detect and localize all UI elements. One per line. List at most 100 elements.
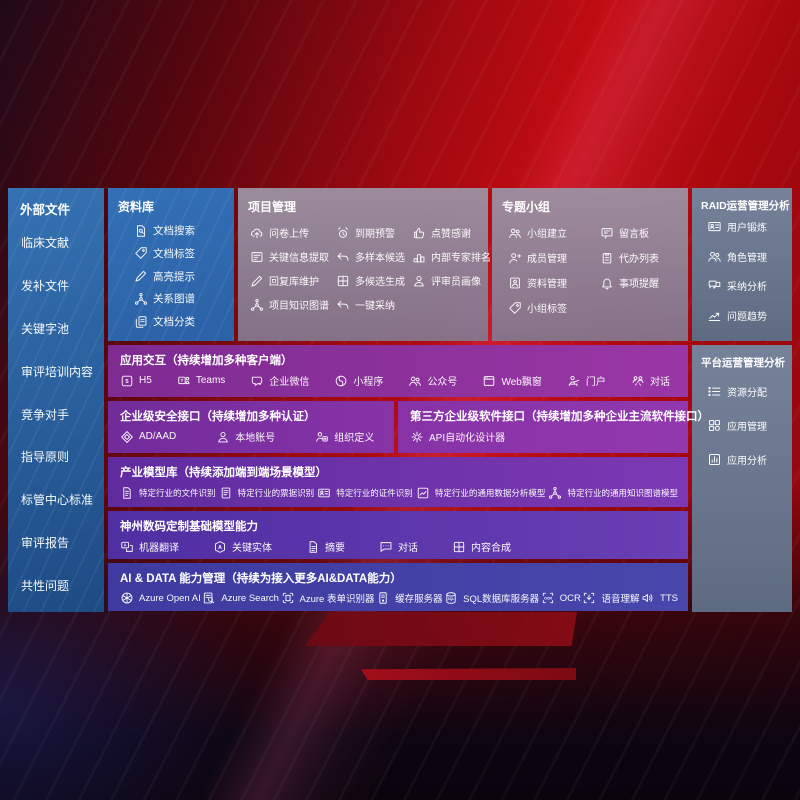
feature-item: 资源分配 [707, 384, 792, 399]
speech-icon [582, 591, 596, 605]
edit-pen-icon [250, 274, 264, 288]
feature-item: 应用分析 [707, 452, 792, 467]
ranking-icon [412, 250, 426, 264]
item-label: 事项提醒 [619, 279, 659, 290]
feature-item: 文档搜索 [134, 223, 230, 238]
id-card-icon [707, 219, 722, 234]
openai-icon [120, 591, 134, 605]
platform-analytics-panel: 平台运营管理分析 资源分配 应用管理 应用分析 [692, 345, 792, 612]
external-files-panel: 外部文件 临床文献 发补文件 关键字池 审评培训内容 [8, 188, 104, 612]
project-grid: 问卷上传 到期预警 点赞感谢 关键信息提取 [238, 219, 491, 322]
topic-group-panel: 专题小组 小组建立 留言板 成员管理 [492, 188, 688, 341]
generate-grid-icon [336, 274, 350, 288]
item-label: 多样本候选 [355, 253, 405, 264]
feature-item: 小程序 [334, 373, 383, 388]
trend-chart-icon [707, 308, 722, 323]
item-label: 本地账号 [235, 433, 276, 444]
feature-item: 一键采纳 [336, 297, 412, 312]
panel-title: 专题小组 [502, 200, 551, 214]
translate-icon: A [120, 540, 134, 554]
feature-item: 角色管理 [707, 249, 792, 264]
feature-item: 企业微信 [250, 373, 309, 388]
panel-title: 平台运营管理分析 [701, 357, 785, 369]
feature-item: 语音理解 [582, 591, 639, 605]
feature-item: 到期预警 [336, 225, 412, 240]
feature-item: 项目知识图谱 [250, 297, 336, 312]
id-card-icon [317, 486, 331, 500]
feature-item: 特定行业的通用知识图谱模型 [548, 486, 678, 500]
reply-arrow-icon [336, 250, 350, 264]
item-label: 关键字池 [21, 321, 70, 336]
thirdparty-list: API自动化设计器 [398, 426, 688, 444]
panel-title: 外部文件 [20, 203, 71, 217]
feature-item: 高亮提示 [134, 269, 230, 284]
compose-grid-icon [452, 540, 466, 554]
item-label: 文档分类 [153, 316, 195, 328]
base-model-list: A 机器翻译 A 关键实体 摘要 对话 [108, 536, 688, 554]
cloud-upload-icon [250, 226, 264, 240]
feature-item: 事项提醒 [600, 275, 684, 290]
cache-server-icon [376, 591, 390, 605]
entity-icon: A [213, 540, 227, 554]
feature-item: A 机器翻译 [120, 539, 179, 554]
feature-item: TTS [641, 591, 678, 605]
dialog-icon [631, 374, 645, 388]
list-item: 标管中心标准 [21, 491, 98, 508]
todo-list-icon [600, 251, 614, 265]
feature-item: 点赞感谢 [412, 225, 491, 240]
item-label: 竞争对手 [21, 407, 70, 422]
album-icon [508, 276, 522, 290]
feature-item: 关键信息提取 [250, 249, 336, 264]
feature-item: 特定行业的票据识别 [219, 486, 314, 500]
feature-item: 5 H5 [120, 374, 152, 388]
knowledge-graph-icon [250, 298, 264, 312]
raid-list: 用户锻炼 角色管理 采纳分析 问题趋势 [692, 215, 792, 335]
item-label: SQL数据库服务器 [463, 594, 540, 605]
interaction-list: 5 H5 T Teams 企业微信 小程序 [108, 370, 688, 388]
item-label: 代办列表 [619, 254, 659, 265]
feature-item: 成员管理 [508, 250, 600, 265]
panel-title: 资料库 [118, 200, 155, 214]
panel-title: RAID运营管理分析 [701, 200, 790, 212]
sql-db-icon: SQL [444, 591, 458, 605]
bell-icon [600, 276, 614, 290]
local-account-icon [216, 430, 230, 444]
feature-item: 缓存服务器 [376, 591, 443, 605]
knowledge-graph-icon [548, 486, 562, 500]
feature-item: 本地账号 [216, 429, 275, 444]
item-label: 资源分配 [727, 388, 767, 399]
receipt-icon [219, 486, 233, 500]
chat-icon [379, 540, 393, 554]
row-title: AI & DATA 能力管理（持续为接入更多AI&DATA能力） [120, 573, 402, 585]
feature-item: A 关键实体 [213, 539, 272, 554]
item-label: 问题趋势 [727, 311, 767, 323]
feature-item: 特定行业的证件识别 [317, 486, 413, 500]
item-label: 关键实体 [232, 543, 272, 554]
person-icon [412, 274, 426, 288]
feature-item: 对话 [631, 373, 670, 388]
feature-item: 组织定义 [315, 429, 374, 444]
wechat-work-icon [250, 374, 264, 388]
feature-item: 摘要 [306, 539, 345, 554]
item-label: 问卷上传 [269, 229, 309, 240]
security-list: AD/AAD 本地账号 组织定义 [108, 426, 394, 444]
item-label: 到期预警 [355, 229, 395, 240]
h5-icon: 5 [120, 374, 134, 388]
item-label: 指导原则 [21, 450, 70, 465]
item-label: 成员管理 [527, 254, 567, 265]
feature-item: API自动化设计器 [410, 429, 505, 444]
bbs-board-icon [600, 226, 614, 240]
row-title: 第三方企业级软件接口（持续增加多种企业主流软件接口） [410, 411, 709, 423]
app-interaction-row: 应用交互（持续增加多种客户端） 5 H5 T Teams 企业微信 [108, 345, 688, 397]
feature-item: Azure 表单识别器 [281, 591, 374, 605]
doc-search-icon [134, 224, 148, 238]
item-label: 小组建立 [527, 229, 567, 240]
portal-icon [567, 374, 581, 388]
feature-item: 文档标签 [134, 246, 230, 261]
highlight-pen-icon [134, 269, 148, 283]
list-item: 指导原则 [21, 448, 98, 465]
feature-item: 对话 [379, 539, 418, 554]
data-model-icon [416, 486, 430, 500]
aidata-list: Azure Open AI Azure Search Azure 表单识别器 缓… [108, 588, 688, 605]
item-label: AD/AAD [139, 431, 177, 442]
